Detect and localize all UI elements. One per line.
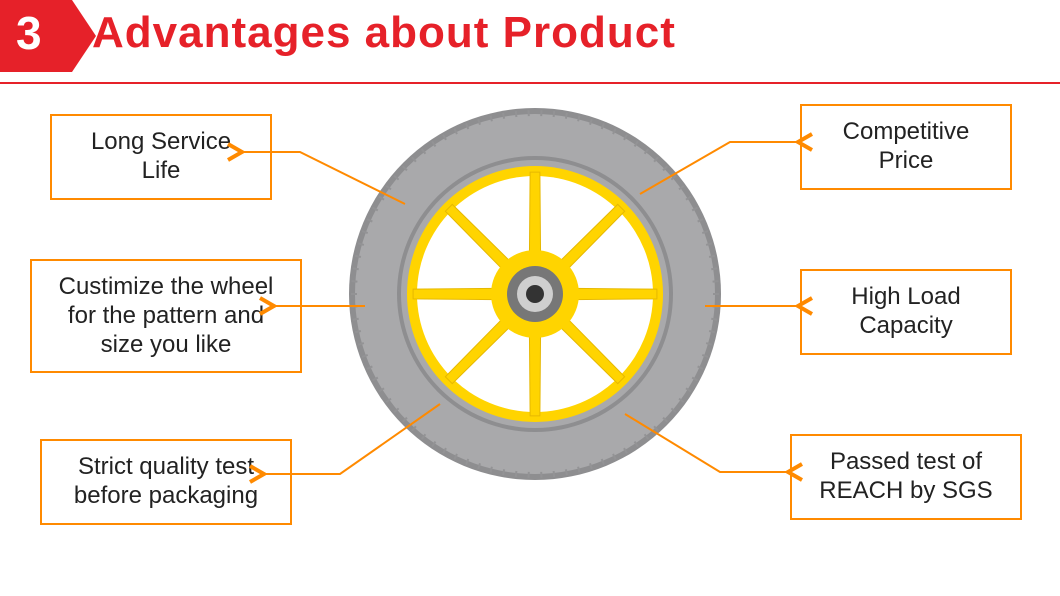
section-number-tab: 3 [0, 0, 72, 72]
connectors [0, 84, 1060, 596]
diagram-stage: Long ServiceLifeCustimize the wheelfor t… [0, 84, 1060, 596]
section-title: Advantages about Product [92, 8, 676, 58]
header: 3 Advantages about Product [0, 0, 1060, 72]
section-number: 3 [16, 6, 42, 60]
